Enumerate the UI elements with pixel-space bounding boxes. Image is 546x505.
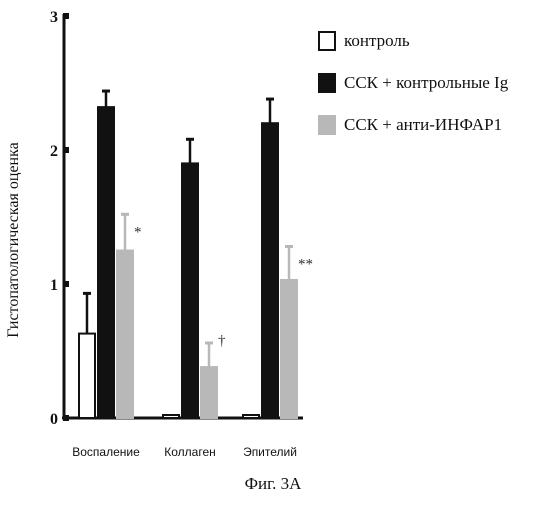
bar — [79, 334, 95, 418]
y-tick-mark — [63, 415, 69, 421]
legend-swatch-ssk-anti-infar1 — [318, 115, 336, 135]
bar — [163, 415, 179, 418]
y-tick-label: 1 — [50, 277, 58, 294]
y-axis-label-text: Гистопатологическая оценка — [5, 142, 23, 338]
legend-item-ssk-anti-infar1: ССК + анти-ИНФАР1 — [318, 114, 508, 136]
significance-annotation: * — [134, 224, 142, 240]
legend-swatch-control — [318, 31, 336, 51]
bar — [262, 123, 278, 418]
y-tick-label: 0 — [50, 411, 58, 428]
bar — [98, 107, 114, 418]
legend-label-ssk-control-ig: ССК + контрольные Ig — [344, 73, 508, 93]
y-tick-mark — [63, 147, 69, 153]
bar — [281, 280, 297, 418]
x-tick-label: Эпителий — [243, 445, 297, 459]
bar — [117, 251, 133, 419]
legend: контроль ССК + контрольные Ig ССК + анти… — [318, 30, 508, 156]
legend-item-ssk-control-ig: ССК + контрольные Ig — [318, 72, 508, 94]
legend-item-control: контроль — [318, 30, 508, 52]
bar — [182, 163, 198, 418]
figure-caption: Фиг. 3А — [0, 474, 546, 494]
x-tick-label: Воспаление — [72, 445, 140, 459]
significance-annotation: ** — [298, 256, 313, 272]
legend-label-ssk-anti-infar1: ССК + анти-ИНФАР1 — [344, 115, 502, 135]
y-tick-mark — [63, 281, 69, 287]
legend-label-control: контроль — [344, 31, 410, 51]
y-tick-label: 2 — [50, 143, 58, 160]
y-axis-label: Гистопатологическая оценка — [2, 60, 26, 420]
x-tick-label: Коллаген — [164, 445, 216, 459]
legend-swatch-ssk-control-ig — [318, 73, 336, 93]
y-tick-mark — [63, 13, 69, 19]
y-tick-label: 3 — [50, 9, 58, 26]
bar — [201, 367, 217, 418]
bar — [243, 415, 259, 418]
significance-annotation: † — [218, 333, 226, 349]
